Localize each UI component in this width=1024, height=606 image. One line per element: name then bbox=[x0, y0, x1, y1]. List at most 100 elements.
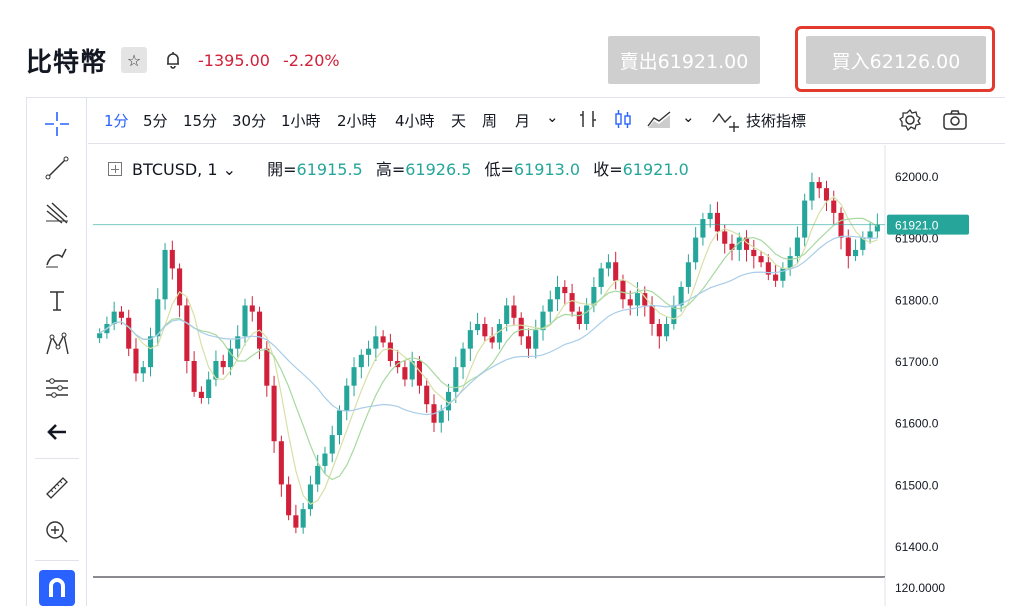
candle-body bbox=[569, 293, 575, 312]
low-value: 61913.0 bbox=[513, 160, 581, 179]
text-icon[interactable] bbox=[39, 282, 75, 318]
candle-body bbox=[765, 262, 771, 275]
candle-body bbox=[794, 237, 800, 257]
interval-4[interactable]: 1小時 bbox=[281, 112, 321, 130]
camera-icon[interactable] bbox=[941, 108, 969, 136]
candle-body bbox=[671, 305, 677, 324]
candle-body bbox=[867, 231, 873, 238]
candle-body bbox=[177, 268, 183, 306]
ruler-icon[interactable] bbox=[39, 470, 75, 506]
candle-body bbox=[424, 385, 430, 405]
candle-body bbox=[504, 305, 510, 324]
area-chart-icon[interactable] bbox=[646, 108, 672, 134]
interval-0[interactable]: 1分 bbox=[104, 112, 129, 130]
candle-body bbox=[387, 342, 393, 361]
chevron-down-icon[interactable]: ⌄ bbox=[222, 160, 237, 179]
candle-body bbox=[562, 286, 568, 294]
candle-body bbox=[118, 311, 124, 318]
brush-icon[interactable] bbox=[39, 238, 75, 274]
buy-button[interactable]: 買入62126.00 bbox=[806, 36, 986, 84]
expand-icon[interactable] bbox=[108, 162, 122, 176]
candle-body bbox=[649, 305, 655, 324]
sell-button[interactable]: 賣出61921.00 bbox=[608, 36, 760, 84]
candle-body bbox=[642, 293, 648, 306]
interval-3[interactable]: 30分 bbox=[232, 112, 267, 130]
candle-body bbox=[460, 348, 466, 368]
interval-8[interactable]: 周 bbox=[482, 112, 498, 130]
candle-body bbox=[729, 243, 735, 250]
indicators-button[interactable]: 技術指標 bbox=[746, 112, 807, 130]
y-tick-label: 61900.0 bbox=[895, 232, 939, 246]
ohlc-legend: BTCUSD, 1 ⌄ 開=61915.5 高=61926.5 低=61913.… bbox=[108, 156, 689, 180]
interval-5[interactable]: 2小時 bbox=[337, 112, 377, 130]
candle-body bbox=[664, 323, 670, 337]
zoom-in-icon[interactable] bbox=[39, 514, 75, 550]
y-tick-label: 61700.0 bbox=[895, 355, 939, 369]
candle-body bbox=[147, 336, 154, 368]
candle-body bbox=[773, 274, 779, 281]
candle-body bbox=[874, 224, 880, 232]
candle-body bbox=[518, 317, 524, 337]
candle-body bbox=[329, 435, 335, 454]
chevron-down-icon[interactable]: ⌄ bbox=[546, 108, 559, 126]
bell-icon[interactable] bbox=[160, 47, 186, 73]
candle-body bbox=[191, 361, 197, 392]
candle-body bbox=[634, 293, 641, 306]
prediction-icon[interactable] bbox=[39, 370, 75, 406]
candle-body bbox=[707, 212, 713, 220]
candle-body bbox=[380, 336, 386, 343]
candle-body bbox=[286, 484, 292, 516]
candle-body bbox=[235, 336, 241, 349]
y-tick-label: 61500.0 bbox=[895, 478, 939, 492]
candle-body bbox=[198, 391, 204, 399]
candle-body bbox=[438, 410, 444, 423]
candle-body bbox=[453, 367, 459, 392]
candle-body bbox=[780, 268, 786, 281]
last-price-badge bbox=[887, 214, 969, 235]
candle-body bbox=[540, 311, 546, 331]
candle-body bbox=[533, 330, 539, 349]
fib-icon[interactable] bbox=[39, 194, 75, 230]
magnet-icon[interactable] bbox=[39, 570, 75, 606]
y-tick-label: 62000.0 bbox=[895, 170, 939, 184]
bar-style-icon[interactable] bbox=[578, 108, 598, 134]
candle-body bbox=[322, 453, 328, 466]
candle-body bbox=[743, 237, 750, 250]
gear-icon[interactable] bbox=[898, 108, 922, 136]
candle-body bbox=[555, 286, 561, 300]
candle-body bbox=[307, 484, 313, 510]
symbol-label[interactable]: BTCUSD, 1 bbox=[132, 160, 218, 179]
candle-body bbox=[293, 515, 299, 528]
candle-body bbox=[722, 231, 728, 244]
interval-6[interactable]: 4小時 bbox=[395, 112, 435, 130]
star-icon[interactable]: ☆ bbox=[121, 47, 147, 73]
candle-body bbox=[227, 348, 234, 368]
candle-body bbox=[482, 323, 488, 337]
indicators-icon[interactable] bbox=[711, 108, 741, 136]
interval-9[interactable]: 月 bbox=[515, 112, 531, 130]
candles-icon[interactable] bbox=[613, 108, 633, 134]
candle-body bbox=[264, 348, 270, 386]
interval-2[interactable]: 15分 bbox=[183, 112, 218, 130]
candle-body bbox=[547, 299, 553, 312]
crosshair-icon[interactable] bbox=[39, 106, 75, 142]
chevron-down-icon[interactable]: ⌄ bbox=[682, 108, 695, 126]
candle-body bbox=[213, 361, 219, 380]
interval-1[interactable]: 5分 bbox=[143, 112, 168, 130]
candle-body bbox=[525, 336, 532, 349]
candle-body bbox=[336, 410, 343, 436]
price-chart[interactable]: 62000.0 61900.0 61800.0 61700.0 61600.0 61500… bbox=[88, 145, 1005, 606]
arrow-left-icon[interactable] bbox=[39, 414, 75, 450]
candle-body bbox=[860, 237, 866, 250]
candle-body bbox=[751, 249, 757, 257]
candle-body bbox=[598, 268, 604, 287]
candle-body bbox=[853, 249, 859, 257]
candle-body bbox=[373, 336, 379, 349]
sub-pane-tick: 120.0000 bbox=[895, 581, 945, 595]
trend-line-icon[interactable] bbox=[39, 150, 75, 186]
candle-body bbox=[133, 348, 139, 374]
low-label: 低= bbox=[484, 160, 514, 179]
interval-7[interactable]: 天 bbox=[451, 112, 467, 130]
pattern-icon[interactable] bbox=[39, 326, 75, 362]
header: 比特幣 ☆ -1395.00 -2.20% 賣出61921.00 買入62126… bbox=[0, 0, 1024, 96]
